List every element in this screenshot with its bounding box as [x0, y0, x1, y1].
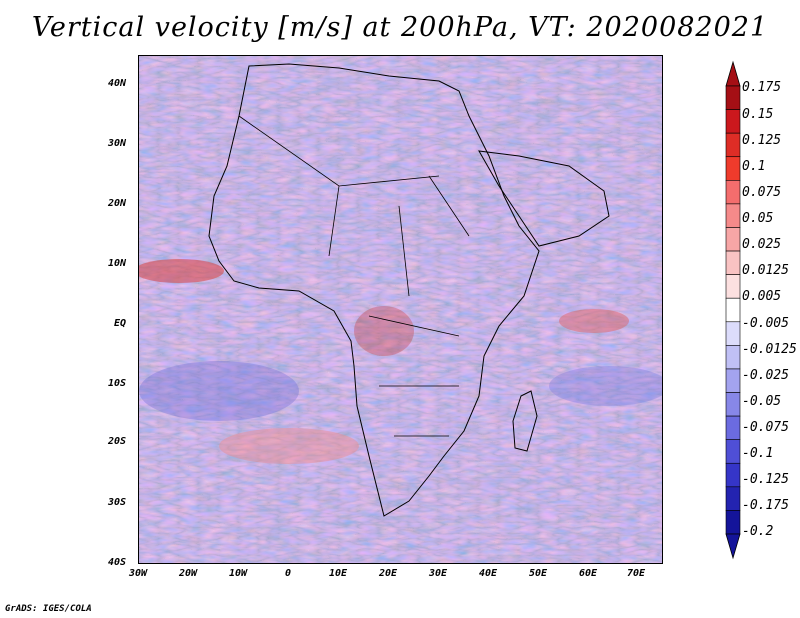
grads-credit: GrADS: IGES/COLA	[5, 604, 92, 614]
colorbar-label: -0.175	[742, 498, 789, 513]
colorbar	[725, 60, 741, 560]
lat-label: EQ	[114, 318, 127, 329]
colorbar-label: 0.05	[742, 211, 774, 226]
lon-label: 10W	[228, 568, 248, 579]
colorbar-swatch	[725, 462, 741, 488]
map-title: Vertical velocity [m/s] at 200hPa, VT: 2…	[31, 12, 769, 43]
colorbar-swatch	[725, 392, 741, 417]
lat-label: 30S	[108, 497, 127, 508]
lon-label: 20E	[378, 568, 398, 579]
colorbar-swatch	[725, 109, 741, 134]
lon-label: 20W	[178, 568, 198, 579]
colorbar-swatch	[725, 274, 741, 299]
colorbar-label: 0.075	[742, 185, 782, 200]
lat-label: 40S	[108, 557, 127, 568]
lon-label: 60E	[578, 568, 598, 579]
lon-label: 10E	[328, 568, 348, 579]
colorbar-swatch	[725, 85, 741, 110]
colorbar-label: -0.005	[742, 316, 789, 331]
colorbar-label: -0.2	[742, 524, 774, 539]
colorbar-swatch	[725, 132, 741, 158]
colorbar-swatch	[725, 297, 741, 323]
africa-coastline	[208, 63, 540, 517]
colorbar-label: 0.005	[742, 289, 782, 304]
lat-label: 10S	[108, 378, 127, 389]
lat-label: 30N	[108, 138, 127, 149]
lon-label: 70E	[626, 568, 646, 579]
colorbar-label: 0.025	[742, 237, 782, 252]
colorbar-label: -0.05	[742, 394, 782, 409]
colorbar-label: 0.15	[742, 107, 774, 122]
colorbar-swatch	[725, 321, 741, 346]
colorbar-swatch	[725, 203, 741, 228]
colorbar-swatch	[725, 345, 741, 370]
lon-label: 50E	[528, 568, 548, 579]
lat-label: 40N	[108, 78, 127, 89]
colorbar-label: 0.125	[742, 133, 782, 148]
colorbar-label: -0.025	[742, 368, 789, 383]
lon-label: 40E	[478, 568, 498, 579]
colorbar-label: 0.1	[742, 159, 766, 174]
colorbar-label: 0.0125	[742, 263, 789, 278]
colorbar-swatch	[725, 486, 741, 511]
colorbar-top-arrow	[725, 60, 741, 87]
colorbar-swatch	[725, 156, 741, 181]
colorbar-swatch	[725, 227, 741, 252]
colorbar-bottom-arrow	[725, 533, 741, 560]
colorbar-label: -0.125	[742, 472, 789, 487]
colorbar-label: -0.1	[742, 446, 774, 461]
lat-label: 10N	[108, 258, 127, 269]
colorbar-label: 0.175	[742, 80, 782, 95]
colorbar-swatch	[725, 368, 741, 393]
lat-label: 20N	[108, 198, 127, 209]
lat-label: 20S	[108, 436, 127, 447]
lon-label: 30E	[428, 568, 448, 579]
colorbar-swatch	[725, 180, 741, 205]
colorbar-label: -0.075	[742, 420, 789, 435]
colorbar-swatch	[725, 415, 741, 440]
lon-label: 30W	[128, 568, 148, 579]
vertical-velocity-field	[139, 56, 662, 563]
madagascar-coastline	[512, 390, 538, 452]
colorbar-swatch	[725, 439, 741, 464]
map-panel[interactable]	[138, 55, 663, 564]
lon-label: 0	[284, 568, 292, 579]
colorbar-swatch	[725, 510, 741, 535]
arabia-coastline	[478, 150, 610, 247]
colorbar-swatch	[725, 250, 741, 275]
colorbar-label: -0.0125	[742, 342, 797, 357]
